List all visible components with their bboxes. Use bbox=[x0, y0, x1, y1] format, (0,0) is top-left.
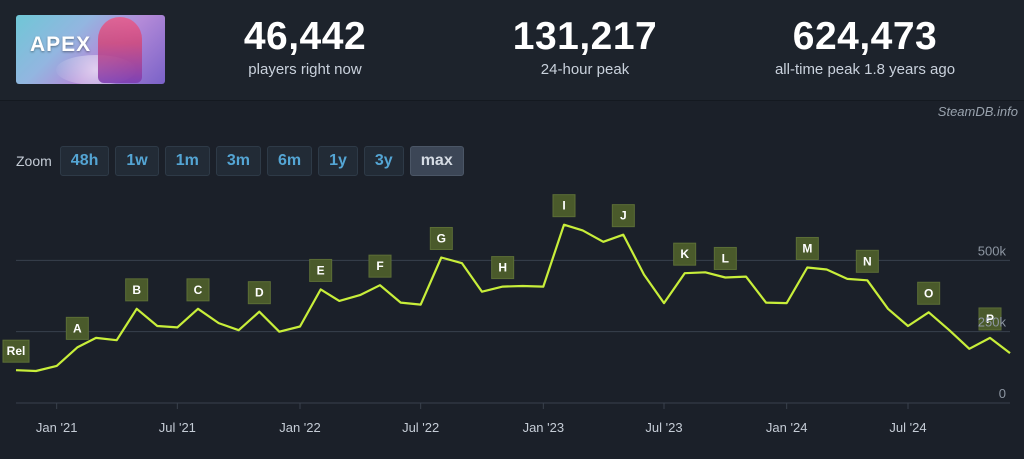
flag-label: L bbox=[722, 251, 729, 265]
annotation-flag[interactable]: K bbox=[673, 242, 697, 266]
stat-value: 624,473 bbox=[792, 15, 938, 58]
flag-label: E bbox=[317, 263, 325, 277]
flag-box bbox=[611, 204, 635, 228]
x-tick-label: Jul '23 bbox=[645, 420, 682, 435]
x-tick-label: Jan '22 bbox=[279, 420, 321, 435]
zoom-max-button[interactable]: max bbox=[409, 146, 464, 176]
annotation-flag[interactable]: D bbox=[247, 281, 271, 305]
flag-box bbox=[368, 254, 392, 278]
flag-label: Rel bbox=[7, 344, 26, 358]
flag-label: P bbox=[986, 312, 994, 326]
flag-label: O bbox=[924, 286, 933, 300]
x-tick-label: Jul '24 bbox=[889, 420, 926, 435]
zoom-1w-button[interactable]: 1w bbox=[115, 146, 159, 176]
zoom-controls: Zoom 48h 1w 1m 3m 6m 1y 3y max bbox=[16, 146, 470, 176]
series-line bbox=[15, 223, 1011, 373]
flag-box bbox=[2, 339, 30, 363]
y-tick-label: 0 bbox=[999, 386, 1006, 401]
annotation-flag[interactable]: A bbox=[65, 316, 89, 340]
x-tick-label: Jul '21 bbox=[159, 420, 196, 435]
flag-label: I bbox=[562, 199, 565, 213]
y-axis-ticks: 0 250k 500k bbox=[978, 243, 1007, 401]
game-logo: APEX bbox=[30, 33, 92, 56]
grid bbox=[16, 259, 1010, 404]
zoom-1m-button[interactable]: 1m bbox=[164, 146, 210, 176]
zoom-3m-button[interactable]: 3m bbox=[215, 146, 261, 176]
stat-label: all-time peak 1.8 years ago bbox=[774, 61, 956, 78]
flag-label: K bbox=[680, 247, 689, 261]
x-axis-ticks: Jan '21 Jul '21 Jan '22 Jul '22 Jan '23 Jul '… bbox=[36, 403, 927, 435]
annotation-flag[interactable]: Rel bbox=[2, 339, 30, 363]
stat-players-now: 46,442 players right now bbox=[195, 14, 415, 80]
flag-label: H bbox=[498, 261, 507, 275]
flag-box bbox=[795, 236, 819, 260]
flag-box bbox=[309, 258, 333, 282]
x-tick-label: Jan '24 bbox=[766, 420, 808, 435]
flag-label: N bbox=[863, 254, 872, 268]
y-tick-label: 250k bbox=[978, 315, 1007, 330]
zoom-6m-button[interactable]: 6m bbox=[266, 146, 313, 176]
zoom-1y-button[interactable]: 1y bbox=[318, 146, 358, 176]
stat-value: 46,442 bbox=[243, 15, 367, 58]
game-thumbnail[interactable]: APEX bbox=[16, 15, 165, 84]
annotation-flag[interactable]: G bbox=[429, 226, 453, 250]
zoom-label: Zoom bbox=[16, 153, 52, 169]
flag-label: A bbox=[73, 321, 82, 335]
flag-box bbox=[552, 194, 576, 218]
flag-label: G bbox=[437, 231, 446, 245]
flag-box bbox=[978, 307, 1002, 331]
annotation-flag[interactable]: L bbox=[713, 246, 737, 270]
stat-all-time-peak: 624,473 all-time peak 1.8 years ago bbox=[755, 14, 975, 80]
annotation-flag[interactable]: O bbox=[917, 281, 941, 305]
zoom-3y-button[interactable]: 3y bbox=[363, 146, 404, 176]
annotation-flag[interactable]: E bbox=[309, 258, 333, 282]
annotation-flag[interactable]: H bbox=[491, 256, 515, 280]
flag-box bbox=[186, 278, 210, 302]
stat-label: 24-hour peak bbox=[540, 61, 630, 78]
annotation-flag[interactable]: I bbox=[552, 194, 576, 218]
zoom-48h-button[interactable]: 48h bbox=[59, 146, 110, 176]
stat-24h-peak: 131,217 24-hour peak bbox=[475, 14, 695, 80]
stat-value: 131,217 bbox=[512, 15, 658, 58]
flag-box bbox=[491, 256, 515, 280]
flag-label: J bbox=[620, 209, 627, 223]
series-layer bbox=[15, 223, 1011, 373]
flag-label: D bbox=[255, 286, 264, 300]
flag-box bbox=[855, 249, 879, 273]
x-tick-label: Jul '22 bbox=[402, 420, 439, 435]
flag-box bbox=[673, 242, 697, 266]
annotation-flag[interactable]: B bbox=[125, 278, 149, 302]
flag-box bbox=[247, 281, 271, 305]
steamdb-credit[interactable]: SteamDB.info bbox=[937, 104, 1018, 119]
x-tick-label: Jan '21 bbox=[36, 420, 78, 435]
annotation-flag[interactable]: C bbox=[186, 278, 210, 302]
flag-box bbox=[125, 278, 149, 302]
x-tick-label: Jan '23 bbox=[523, 420, 565, 435]
flag-label: B bbox=[132, 283, 141, 297]
annotation-flag[interactable]: P bbox=[978, 307, 1002, 331]
annotation-flag[interactable]: N bbox=[855, 249, 879, 273]
y-tick-label: 500k bbox=[978, 243, 1007, 258]
annotation-flag[interactable]: M bbox=[795, 236, 819, 260]
annotation-flags: Rel A B C D E F G H I J K L M N O P bbox=[2, 194, 1002, 363]
flag-box bbox=[429, 226, 453, 250]
flag-label: M bbox=[802, 241, 812, 255]
flag-box bbox=[713, 246, 737, 270]
stat-label: players right now bbox=[248, 61, 362, 78]
header-bar: APEX 46,442 players right now 131,217 24… bbox=[0, 0, 1024, 101]
character-art bbox=[98, 17, 142, 83]
flag-box bbox=[917, 281, 941, 305]
annotation-flag[interactable]: F bbox=[368, 254, 392, 278]
flag-box bbox=[65, 316, 89, 340]
flag-label: F bbox=[376, 259, 383, 273]
annotation-flag[interactable]: J bbox=[611, 204, 635, 228]
flag-label: C bbox=[194, 283, 203, 297]
